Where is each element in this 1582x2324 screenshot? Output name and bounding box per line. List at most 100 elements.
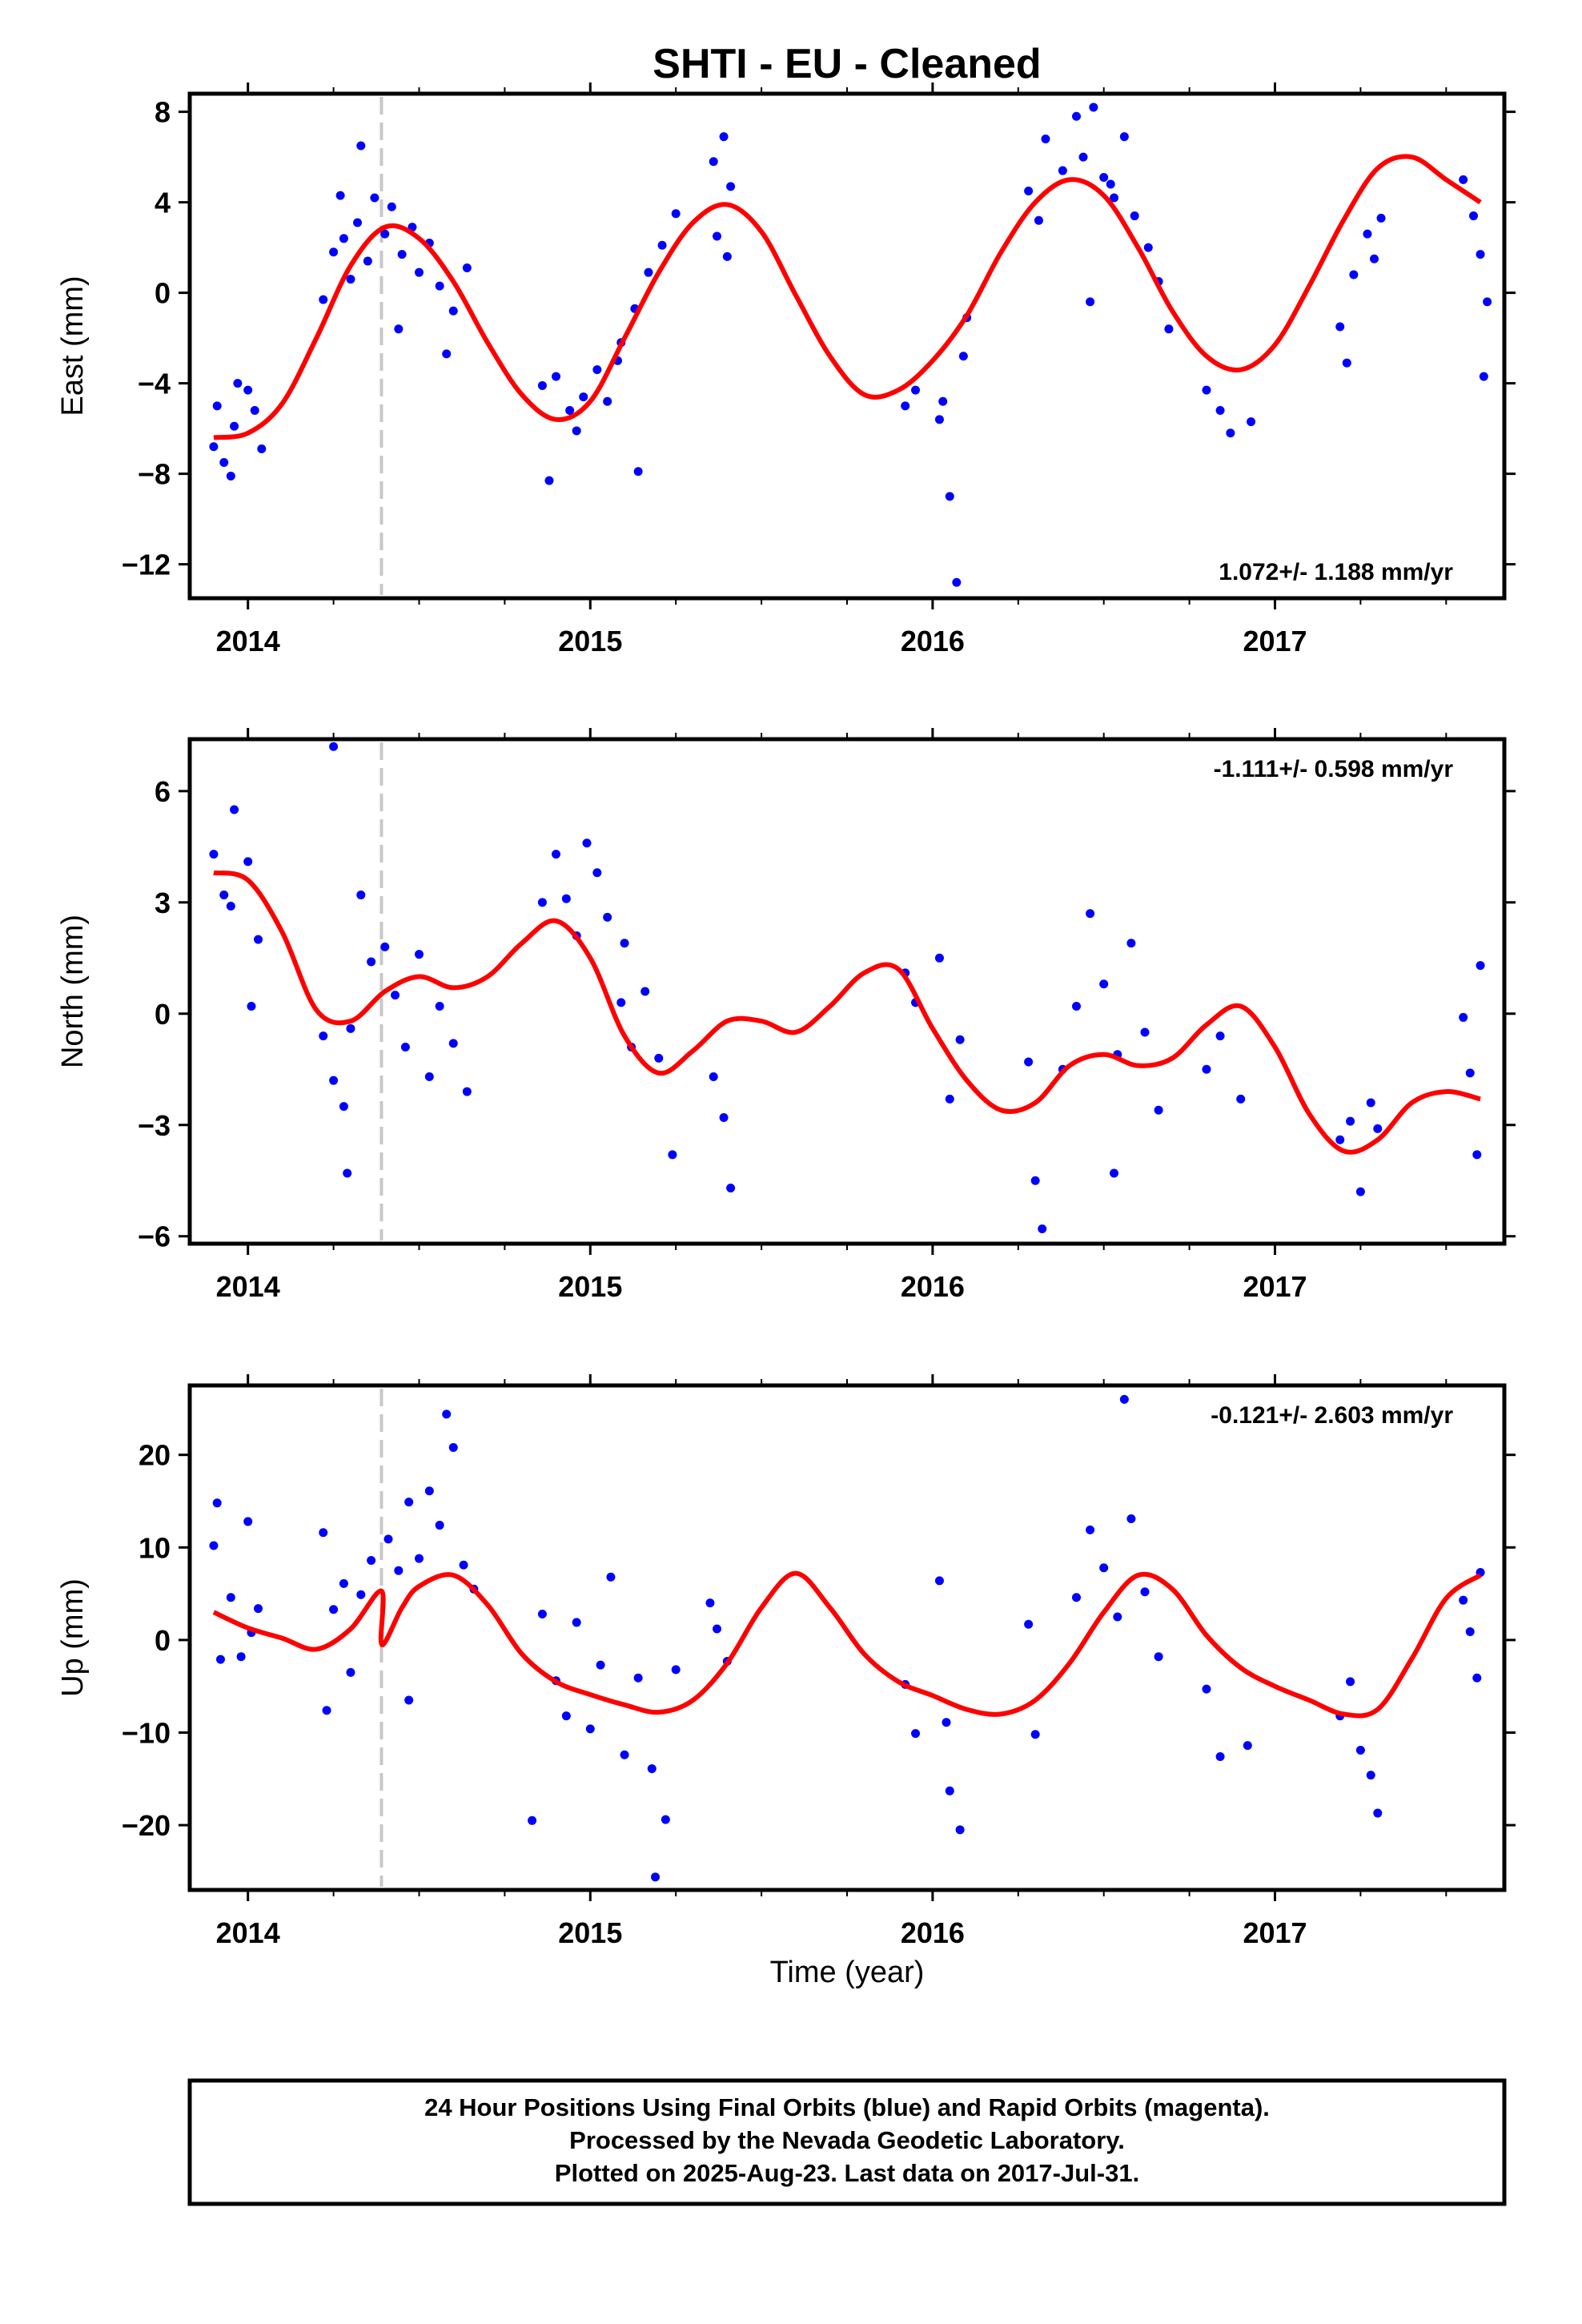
data-point	[1349, 270, 1359, 279]
data-point	[952, 577, 962, 587]
data-point	[1154, 1105, 1163, 1115]
data-point	[1140, 1587, 1150, 1597]
footer-line-1: 24 Hour Positions Using Final Orbits (bl…	[424, 2093, 1270, 2121]
data-point	[435, 281, 444, 291]
data-point	[226, 901, 235, 911]
y-tick-label: 6	[155, 775, 171, 808]
data-point	[528, 1815, 537, 1825]
x-tick-label: 2015	[558, 1916, 622, 1949]
velocity-label: 1.072+/- 1.188 mm/yr	[1219, 559, 1453, 585]
fit-line	[213, 870, 1481, 1155]
data-point	[1346, 1116, 1355, 1126]
data-point	[955, 1825, 965, 1835]
data-point	[644, 267, 653, 277]
data-point	[356, 141, 366, 151]
data-point	[1071, 1002, 1081, 1011]
data-point	[346, 275, 355, 284]
y-tick-label: −6	[138, 1220, 171, 1253]
data-point	[544, 476, 554, 485]
data-point	[938, 396, 948, 406]
data-point	[572, 1618, 581, 1627]
data-point	[709, 1072, 718, 1082]
data-point	[448, 1039, 458, 1048]
y-tick-label: −20	[122, 1809, 171, 1842]
data-point	[1335, 322, 1345, 332]
data-point	[713, 1624, 722, 1634]
data-point	[1373, 1124, 1383, 1133]
data-point	[934, 415, 944, 424]
y-tick-label: −8	[138, 458, 171, 491]
data-point	[945, 492, 954, 501]
x-tick-label: 2015	[558, 1270, 622, 1303]
data-point	[1099, 173, 1109, 183]
data-point	[671, 209, 681, 219]
data-point	[592, 365, 602, 375]
data-point	[380, 942, 390, 951]
data-point	[1099, 1563, 1109, 1573]
data-point	[1370, 254, 1379, 263]
data-point	[353, 218, 363, 227]
data-point	[219, 891, 229, 900]
data-point	[1071, 1593, 1081, 1602]
data-point	[1465, 1626, 1475, 1636]
data-point	[209, 1541, 219, 1550]
data-point	[1202, 1684, 1211, 1694]
y-tick-label: 20	[139, 1439, 171, 1472]
data-point	[1202, 1064, 1211, 1074]
data-point	[1459, 1595, 1468, 1605]
data-point	[1236, 1094, 1246, 1104]
data-point	[1030, 1730, 1040, 1739]
data-point	[1355, 1187, 1365, 1196]
data-point	[585, 1724, 595, 1734]
data-point	[462, 1087, 472, 1096]
data-point	[661, 1815, 670, 1824]
data-point	[1335, 1135, 1345, 1144]
data-point	[319, 295, 328, 304]
y-tick-label: 10	[139, 1531, 171, 1564]
data-point	[322, 1706, 331, 1715]
data-point	[424, 1486, 434, 1496]
east-panel: 2014 2015 2016 2017 8 4 0 −4 −8 −12 East (mm) 1.072…	[56, 82, 1516, 657]
x-tick-label: 2014	[216, 1270, 280, 1303]
data-point	[603, 912, 612, 922]
data-point	[633, 1673, 643, 1683]
velocity-label: -0.121+/- 2.603 mm/yr	[1211, 1402, 1453, 1429]
data-point	[1472, 1150, 1482, 1160]
data-point	[1024, 186, 1034, 195]
x-tick-label: 2016	[901, 1270, 965, 1303]
data-point	[230, 421, 239, 431]
footer-line-3: Plotted on 2025-Aug-23. Last data on 201…	[555, 2159, 1139, 2187]
data-point	[1086, 909, 1095, 919]
data-point	[1366, 1098, 1375, 1108]
data-point	[1215, 1031, 1225, 1041]
data-point	[722, 251, 732, 261]
data-point	[335, 191, 345, 200]
x-tick-label: 2017	[1243, 1270, 1307, 1303]
data-point	[212, 401, 222, 411]
data-point	[1479, 372, 1488, 381]
data-point	[1126, 1514, 1136, 1523]
figure-title: SHTI - EU - Cleaned	[652, 41, 1041, 87]
data-point	[1472, 1673, 1482, 1683]
data-point	[1024, 1057, 1034, 1067]
data-point	[552, 372, 561, 381]
data-point	[209, 442, 219, 452]
data-point	[243, 857, 253, 866]
data-point	[394, 1566, 404, 1575]
data-point	[397, 250, 407, 259]
north-panel: 2014 2015 2016 2017 6 3 0 −3 −6 North (mm) -1.111+…	[56, 728, 1516, 1303]
data-point	[209, 850, 219, 859]
data-point	[537, 898, 547, 907]
data-point	[414, 1554, 424, 1563]
data-point	[1215, 406, 1225, 416]
data-point	[1119, 132, 1129, 142]
data-point	[448, 1442, 458, 1452]
data-point	[719, 1113, 729, 1122]
data-point	[579, 392, 588, 402]
data-point	[671, 1665, 681, 1675]
footer-line-2: Processed by the Nevada Geodetic Laborat…	[569, 2126, 1125, 2154]
y-tick-label: −10	[122, 1716, 171, 1749]
data-point	[250, 406, 259, 416]
data-point	[945, 1786, 954, 1795]
